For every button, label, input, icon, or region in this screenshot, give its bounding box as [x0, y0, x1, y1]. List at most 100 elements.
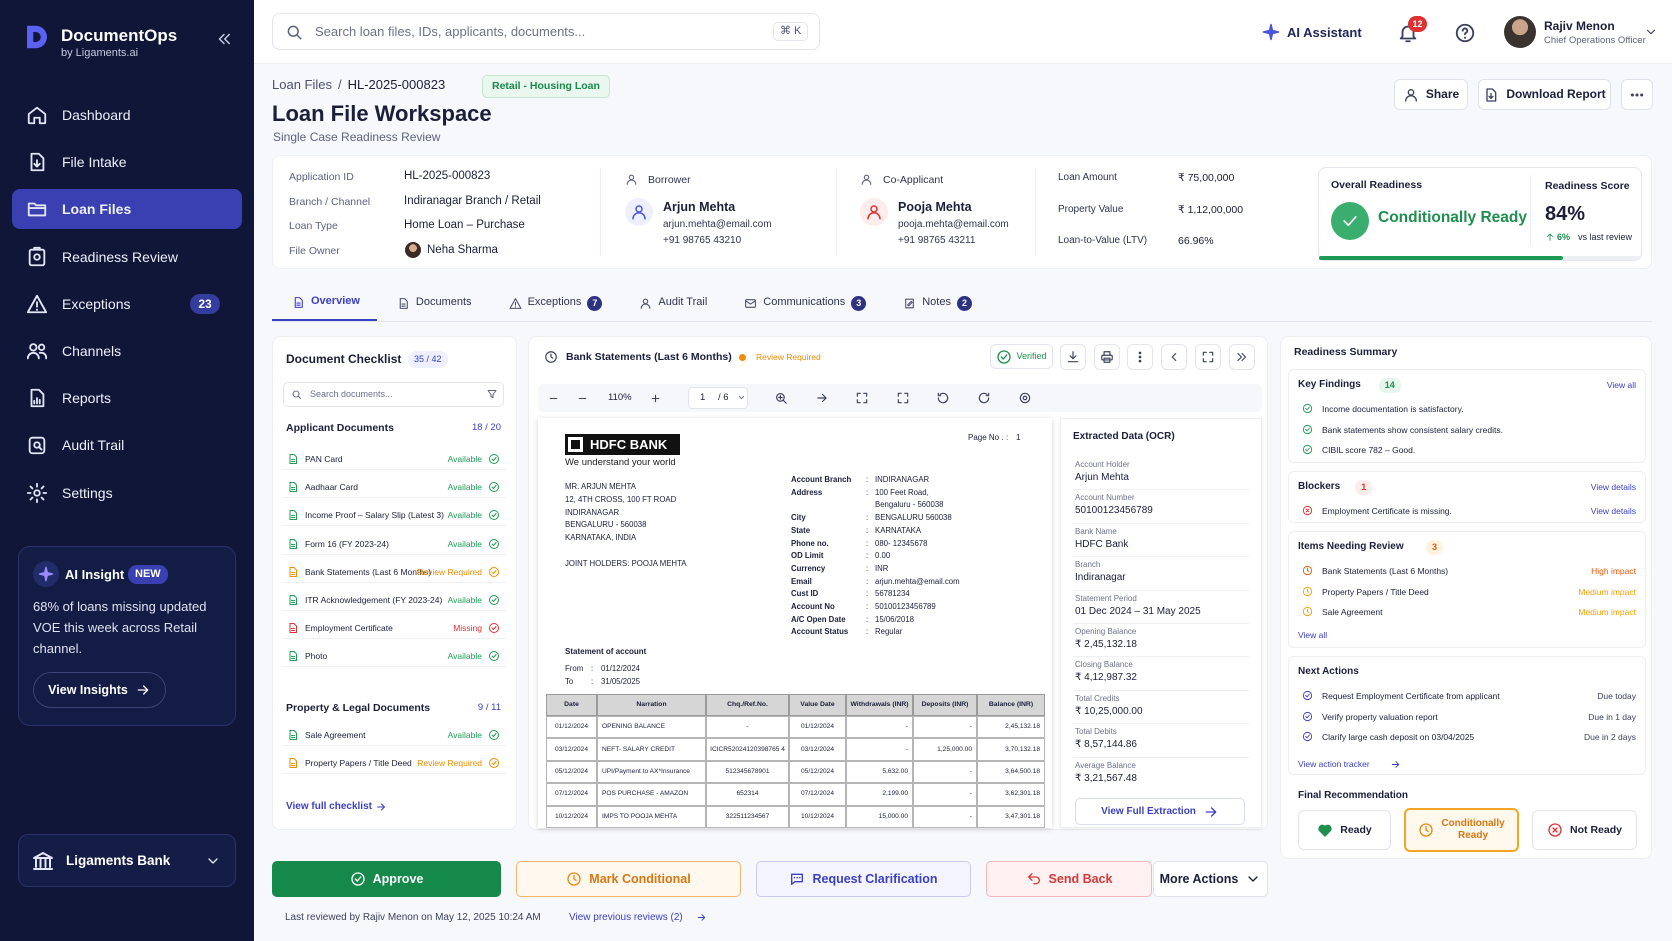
- checklist-row[interactable]: [282, 617, 506, 640]
- table-cell: 2,199.00: [846, 783, 913, 806]
- nav-item[interactable]: Loan Files: [12, 189, 242, 230]
- viewer-tool-button[interactable]: [1060, 344, 1086, 370]
- viewer-tool-button[interactable]: [1228, 344, 1255, 370]
- breadcrumb: Loan Files / HL-2025-000823: [272, 77, 445, 93]
- checklist-row[interactable]: [282, 645, 506, 668]
- detail-sep: :: [866, 627, 869, 637]
- ocr-title: Extracted Data (OCR): [1073, 431, 1175, 442]
- table-header-cell: Withdrawals (INR): [846, 694, 913, 716]
- person-label-icon: [626, 174, 637, 185]
- nav-item[interactable]: Reports: [12, 378, 242, 418]
- tab-icon-part: [907, 300, 913, 306]
- nav-item[interactable]: Readiness Review: [12, 237, 242, 277]
- org-card[interactable]: [18, 834, 236, 887]
- search-box[interactable]: [272, 13, 820, 50]
- action-button[interactable]: Send Back: [986, 861, 1152, 897]
- checklist-item-status: Missing: [453, 623, 482, 634]
- finding-due: Due in 1 day: [1588, 711, 1636, 722]
- action-button-label: Request Clarification: [812, 871, 938, 886]
- detail-sep: :: [866, 513, 869, 523]
- ocr-button[interactable]: View Full Extraction: [1075, 798, 1245, 825]
- bank-tagline: We understand your world: [565, 457, 676, 468]
- help-icon[interactable]: [1454, 22, 1476, 44]
- footer-reviewed: Last reviewed by Rajiv Menon on May 12, …: [285, 912, 541, 923]
- summary-panel: [1280, 336, 1652, 859]
- checklist-search[interactable]: [283, 382, 504, 407]
- viewer-toolbar-icon-part: [897, 392, 909, 404]
- checklist-doc-icon-part: [289, 651, 297, 662]
- user-chevron-part: [1646, 29, 1656, 35]
- action-button[interactable]: Mark Conditional: [516, 861, 741, 897]
- nav-item[interactable]: Settings: [12, 473, 242, 513]
- viewer-tool-button[interactable]: [1161, 344, 1188, 370]
- checklist-item-name: PAN Card: [305, 454, 343, 464]
- action-button[interactable]: Approve: [272, 861, 501, 897]
- table-cell: POS PURCHASE - AMAZON: [597, 783, 706, 806]
- viewer-toolbar-icon: [897, 392, 909, 404]
- checklist-row[interactable]: [282, 448, 506, 470]
- ocr-label: Account Holder: [1075, 460, 1130, 469]
- option-ready-label: Ready: [1340, 823, 1372, 836]
- footer-link[interactable]: View previous reviews (2): [569, 912, 683, 923]
- download-button[interactable]: Download Report: [1478, 79, 1611, 110]
- card-link[interactable]: View all: [1298, 630, 1328, 640]
- page-no-value: 1: [1016, 433, 1021, 442]
- insight-button[interactable]: View Insights: [33, 672, 166, 708]
- tab[interactable]: Overview: [272, 285, 377, 321]
- more-button-icon-part: [1640, 92, 1644, 97]
- collapse-button[interactable]: [215, 30, 233, 48]
- option-not-ready[interactable]: Not Ready: [1532, 810, 1637, 850]
- card-title: Blockers: [1298, 481, 1341, 492]
- viewer-tool-button[interactable]: [1127, 344, 1154, 370]
- nav-item[interactable]: Exceptions 23: [12, 284, 242, 324]
- viewer-tool-button[interactable]: [1093, 344, 1120, 370]
- person-avatar-icon-part: [870, 205, 878, 213]
- table-cell: 07/12/2024: [789, 783, 846, 806]
- ocr-label: Bank Name: [1075, 526, 1117, 536]
- checklist-status-icon-part: [489, 510, 499, 521]
- more-button[interactable]: [1621, 79, 1653, 110]
- user-role: Chief Operations Officer: [1544, 35, 1646, 46]
- checklist-row[interactable]: [282, 561, 506, 583]
- nav-icon-part: [28, 437, 46, 455]
- action-button[interactable]: More Actions: [1153, 861, 1268, 897]
- nav-item[interactable]: Channels: [12, 331, 242, 371]
- checklist-row[interactable]: [282, 476, 506, 499]
- nav-item[interactable]: Audit Trail: [12, 425, 242, 465]
- tab[interactable]: Audit Trail: [619, 285, 724, 321]
- tab[interactable]: Communications 3: [724, 285, 883, 321]
- viewer-tool-icon-part: [1139, 355, 1142, 359]
- checklist-item-name: Aadhaar Card: [305, 482, 358, 493]
- checklist-row[interactable]: [282, 533, 506, 555]
- action-button[interactable]: Request Clarification: [756, 861, 971, 897]
- table-cell: 5,632.00: [846, 760, 913, 784]
- viewer-tool-button[interactable]: [1194, 344, 1221, 370]
- finding-icon: [1302, 690, 1313, 701]
- tab-icon-part: [296, 302, 301, 306]
- option-ready[interactable]: Ready: [1298, 810, 1391, 850]
- table-cell: 10/12/2024: [546, 805, 597, 828]
- checklist-status-icon-part: [489, 595, 499, 605]
- address-line: KARNATAKA, INDIA: [565, 533, 637, 543]
- option-conditional[interactable]: Conditionally Ready: [1404, 808, 1519, 852]
- checklist-link-arrow-part: [377, 803, 385, 811]
- checklist-row[interactable]: [282, 752, 506, 775]
- nav-item[interactable]: File Intake: [12, 142, 242, 182]
- checklist-row[interactable]: [282, 724, 506, 746]
- checklist-row[interactable]: [282, 504, 506, 527]
- verified-pill[interactable]: Verified: [990, 344, 1053, 369]
- checklist-row[interactable]: [282, 589, 506, 611]
- tab-icon: [509, 297, 522, 309]
- nav-item[interactable]: Dashboard: [12, 95, 242, 135]
- period-label: From: [565, 664, 584, 673]
- detail-value: KARNATAKA: [875, 525, 922, 535]
- checklist-search-icon-part: [297, 395, 302, 400]
- card-link[interactable]: View action tracker: [1298, 759, 1370, 769]
- share-button[interactable]: Share: [1394, 79, 1468, 110]
- tab[interactable]: Exceptions 7: [489, 285, 620, 321]
- person-label-icon: [861, 174, 872, 185]
- tab[interactable]: Documents: [377, 285, 489, 321]
- tab[interactable]: Notes 2: [883, 285, 989, 321]
- breadcrumb-parent[interactable]: Loan Files: [272, 77, 332, 92]
